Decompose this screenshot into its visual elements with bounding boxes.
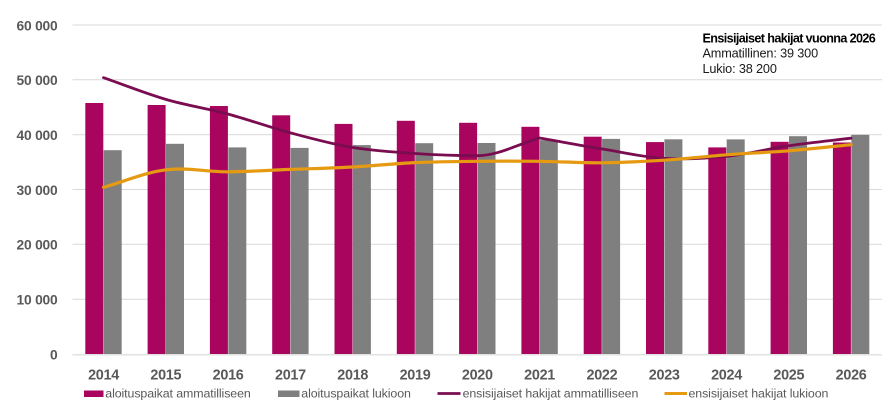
- svg-text:2025: 2025: [773, 368, 804, 384]
- svg-text:Ensisijaiset hakijat vuonna 20: Ensisijaiset hakijat vuonna 2026: [703, 32, 876, 46]
- svg-text:aloituspaikat ammatilliseen: aloituspaikat ammatilliseen: [105, 387, 251, 401]
- svg-text:40 000: 40 000: [17, 128, 59, 143]
- svg-text:60 000: 60 000: [17, 18, 59, 33]
- svg-text:2016: 2016: [213, 368, 244, 384]
- svg-text:2020: 2020: [462, 368, 493, 384]
- svg-text:2024: 2024: [711, 368, 742, 384]
- svg-text:2021: 2021: [524, 368, 555, 384]
- svg-text:30 000: 30 000: [17, 183, 59, 198]
- svg-text:Ammatillinen: 39 300: Ammatillinen: 39 300: [703, 47, 819, 61]
- svg-text:2019: 2019: [400, 368, 431, 384]
- svg-text:50 000: 50 000: [17, 73, 59, 88]
- svg-text:Lukio: 38 200: Lukio: 38 200: [703, 62, 777, 76]
- svg-text:20 000: 20 000: [17, 238, 59, 253]
- svg-text:2015: 2015: [150, 368, 181, 384]
- svg-text:ensisijaiset hakijat lukioon: ensisijaiset hakijat lukioon: [689, 387, 829, 401]
- svg-text:2026: 2026: [836, 368, 867, 384]
- svg-text:2017: 2017: [275, 368, 306, 384]
- svg-text:2014: 2014: [88, 368, 119, 384]
- svg-text:ensisijaiset hakijat ammatilli: ensisijaiset hakijat ammatilliseen: [463, 387, 639, 401]
- svg-text:2023: 2023: [649, 368, 680, 384]
- svg-text:10 000: 10 000: [17, 293, 59, 308]
- svg-text:0: 0: [50, 347, 58, 362]
- svg-text:2022: 2022: [586, 368, 617, 384]
- svg-text:aloituspaikat lukioon: aloituspaikat lukioon: [301, 387, 411, 401]
- svg-text:2018: 2018: [337, 368, 368, 384]
